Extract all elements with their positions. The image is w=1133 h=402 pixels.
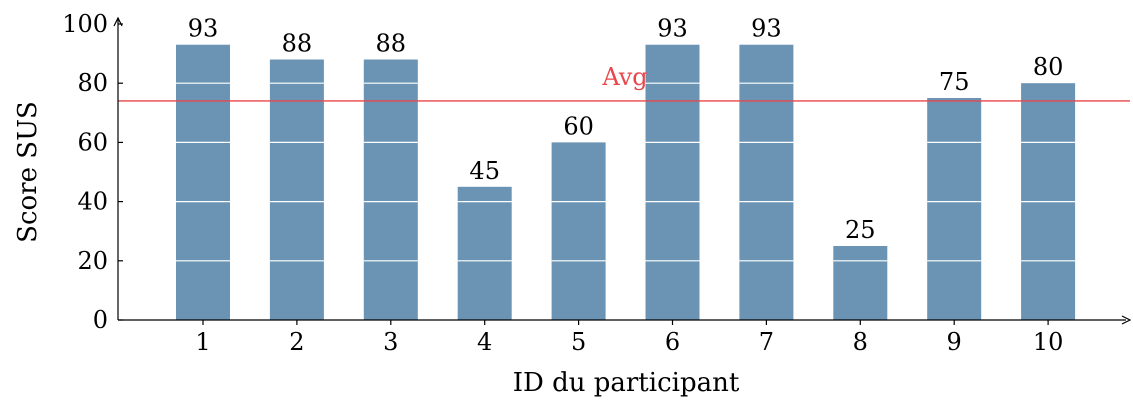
y-tick-label: 60 bbox=[77, 128, 108, 156]
x-tick-label: 5 bbox=[571, 328, 586, 356]
bar-4 bbox=[457, 186, 512, 320]
bars-group bbox=[176, 44, 1076, 321]
y-ticks: 0 20 40 60 80 100 bbox=[62, 10, 123, 334]
y-tick-label: 40 bbox=[77, 188, 108, 216]
data-label: 93 bbox=[188, 15, 219, 43]
bar-1 bbox=[176, 44, 230, 320]
x-axis-arrow bbox=[1121, 315, 1132, 325]
data-label: 60 bbox=[563, 112, 594, 140]
x-tick-label: 6 bbox=[665, 328, 680, 356]
avg-label: Avg bbox=[601, 63, 647, 91]
data-label: 75 bbox=[939, 68, 970, 96]
x-tick-label: 4 bbox=[477, 328, 492, 356]
data-label: 93 bbox=[751, 15, 782, 43]
avg-reference: Avg bbox=[118, 63, 1130, 102]
bar-6 bbox=[645, 44, 700, 320]
x-ticks: 1 2 3 4 5 6 7 8 9 10 bbox=[195, 320, 1063, 356]
data-label: 25 bbox=[845, 216, 876, 244]
data-label: 88 bbox=[282, 30, 313, 58]
bar-3 bbox=[363, 59, 418, 321]
y-tick-label: 80 bbox=[77, 69, 108, 97]
data-label: 80 bbox=[1033, 53, 1064, 81]
bar-5 bbox=[551, 142, 606, 320]
bar-8 bbox=[833, 246, 888, 320]
y-axis-arrow bbox=[113, 16, 123, 27]
data-label: 88 bbox=[376, 30, 407, 58]
x-tick-label: 9 bbox=[947, 328, 962, 356]
x-tick-label: 8 bbox=[853, 328, 868, 356]
x-tick-label: 2 bbox=[289, 328, 304, 356]
y-tick-label: 100 bbox=[62, 10, 108, 38]
y-tick-label: 0 bbox=[93, 306, 108, 334]
x-tick-label: 3 bbox=[383, 328, 398, 356]
bar-7 bbox=[739, 44, 794, 320]
axes bbox=[113, 16, 1132, 325]
bar-2 bbox=[269, 59, 324, 321]
data-label: 93 bbox=[657, 15, 688, 43]
y-tick-label: 20 bbox=[77, 247, 108, 275]
x-tick-label: 7 bbox=[759, 328, 774, 356]
bar-9 bbox=[927, 98, 982, 320]
x-tick-label: 1 bbox=[195, 328, 210, 356]
x-axis-title: ID du participant bbox=[513, 368, 740, 398]
x-tick-label: 10 bbox=[1033, 328, 1064, 356]
y-axis-title: Score SUS bbox=[13, 101, 43, 243]
data-labels: 93 88 88 45 60 93 93 25 75 80 bbox=[188, 15, 1064, 244]
data-label: 45 bbox=[469, 157, 500, 185]
